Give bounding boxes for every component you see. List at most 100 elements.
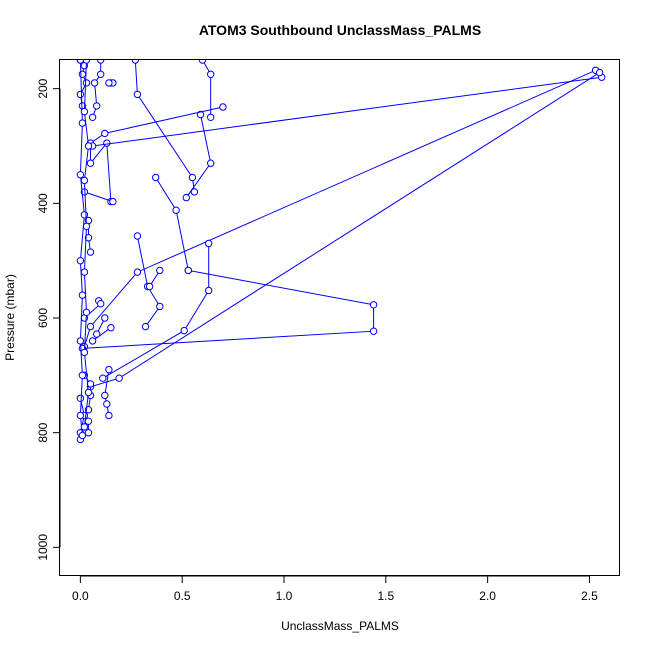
data-point xyxy=(84,142,93,150)
y-tick-label: 400 xyxy=(36,193,50,213)
data-point xyxy=(180,326,188,335)
data-point xyxy=(105,365,113,374)
data-point xyxy=(156,266,164,275)
data-point xyxy=(97,60,105,64)
data-point xyxy=(93,330,101,338)
data-point xyxy=(172,206,180,214)
data-point xyxy=(93,102,101,110)
data-point xyxy=(76,90,85,99)
data-point xyxy=(90,79,99,87)
series-line xyxy=(83,69,596,347)
data-point xyxy=(76,337,85,345)
y-tick-label: 1000 xyxy=(36,534,50,561)
series-line xyxy=(185,114,212,198)
data-point xyxy=(107,324,115,332)
series-line xyxy=(79,60,85,436)
data-point xyxy=(219,103,227,111)
data-point xyxy=(78,431,87,440)
data-point xyxy=(131,60,139,64)
x-axis: 0.0 0.5 1.0 1.5 2.0 2.5 xyxy=(72,575,598,603)
data-point xyxy=(133,90,142,99)
x-tick-label: 0.5 xyxy=(174,589,191,603)
plot-area xyxy=(76,60,606,444)
data-point xyxy=(182,193,191,202)
data-point xyxy=(78,371,87,379)
data-point xyxy=(207,113,215,122)
data-point xyxy=(105,411,113,420)
data-point xyxy=(84,429,93,437)
data-point xyxy=(109,197,117,206)
data-point xyxy=(369,327,378,335)
data-point xyxy=(152,173,160,182)
series-line xyxy=(83,60,90,427)
data-point xyxy=(198,60,207,64)
data-point xyxy=(84,417,93,425)
data-point xyxy=(184,266,193,275)
x-tick-label: 1.5 xyxy=(377,589,394,603)
y-tick-label: 600 xyxy=(36,308,50,328)
data-point xyxy=(99,374,107,382)
data-point xyxy=(369,301,378,309)
data-point xyxy=(101,391,109,400)
data-point xyxy=(88,337,97,345)
series-line xyxy=(102,243,210,379)
data-point xyxy=(80,211,89,219)
data-point xyxy=(80,107,89,116)
data-point xyxy=(595,68,604,77)
y-axis-label: Pressure (mbar) xyxy=(3,274,17,361)
x-tick-label: 2.0 xyxy=(479,589,496,603)
y-tick-label: 800 xyxy=(36,422,50,442)
data-point xyxy=(76,60,85,64)
x-tick-label: 2.5 xyxy=(581,589,598,603)
data-point xyxy=(133,268,142,276)
x-axis-label: UnclassMass_PALMS xyxy=(281,619,399,633)
data-point xyxy=(76,411,85,420)
x-tick-label: 0.0 xyxy=(72,589,89,603)
data-point xyxy=(84,234,93,242)
x-tick-label: 1.0 xyxy=(276,589,293,603)
data-point xyxy=(86,248,95,256)
y-tick-label: 200 xyxy=(36,78,50,98)
data-point xyxy=(80,268,89,276)
data-point xyxy=(86,159,95,167)
data-point xyxy=(80,176,89,185)
data-point xyxy=(84,388,93,397)
data-point xyxy=(115,374,123,382)
data-point xyxy=(82,79,91,87)
data-point xyxy=(76,171,85,179)
chart-title: ATOM3 Southbound UnclassMass_PALMS xyxy=(199,22,481,38)
data-point xyxy=(188,173,197,182)
series-line xyxy=(84,191,114,203)
data-point xyxy=(86,322,95,331)
series-line xyxy=(136,235,161,327)
data-point xyxy=(82,60,91,64)
data-point xyxy=(190,188,199,196)
data-point xyxy=(133,232,142,240)
series-line xyxy=(90,106,224,202)
y-axis: 200 400 600 800 1000 xyxy=(36,78,61,561)
data-point xyxy=(103,139,111,147)
data-point xyxy=(97,70,105,79)
data-point xyxy=(156,302,164,311)
data-point xyxy=(205,239,213,248)
data-point xyxy=(76,394,85,402)
data-point xyxy=(78,70,87,79)
series-line xyxy=(92,327,112,342)
data-point xyxy=(76,257,85,265)
plot-frame xyxy=(59,59,620,576)
data-point xyxy=(78,119,87,127)
data-point xyxy=(205,286,213,295)
data-point xyxy=(80,423,89,431)
series-line xyxy=(202,60,212,118)
data-point xyxy=(196,110,205,119)
data-point xyxy=(105,79,113,87)
data-point xyxy=(88,113,97,122)
series-line xyxy=(82,269,375,349)
data-point xyxy=(145,282,154,291)
data-point xyxy=(80,348,89,357)
data-point xyxy=(103,400,111,408)
series-line xyxy=(134,60,195,192)
data-point xyxy=(82,222,91,231)
series-line xyxy=(92,76,602,147)
